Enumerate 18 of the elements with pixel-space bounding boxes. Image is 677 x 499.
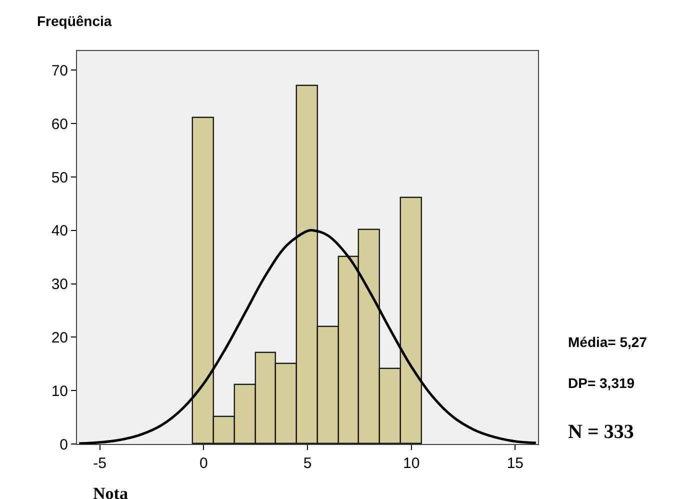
x-tick-label: -5 xyxy=(93,455,107,472)
y-tick-label: 0 xyxy=(60,436,68,454)
x-tick-label: 10 xyxy=(402,455,420,472)
x-tick-label: 0 xyxy=(200,455,208,472)
x-tick-label: 5 xyxy=(303,455,312,472)
x-axis-title: Nota xyxy=(93,484,128,499)
text: DP= 3,319 xyxy=(568,375,635,391)
y-tick-label: 20 xyxy=(51,329,68,346)
y-tick-label: 10 xyxy=(51,382,68,400)
y-tick-label: 30 xyxy=(51,276,68,294)
text: N = 333 xyxy=(568,421,634,443)
text: Média= 5,27 xyxy=(568,334,648,350)
y-axis-title: Freqüência xyxy=(37,13,112,29)
y-tick-label: 40 xyxy=(51,222,68,240)
y-tick-label: 70 xyxy=(51,62,68,80)
y-tick-label: 50 xyxy=(51,169,68,186)
y-tick-label: 60 xyxy=(51,116,68,133)
x-tick-label: 15 xyxy=(506,455,524,472)
